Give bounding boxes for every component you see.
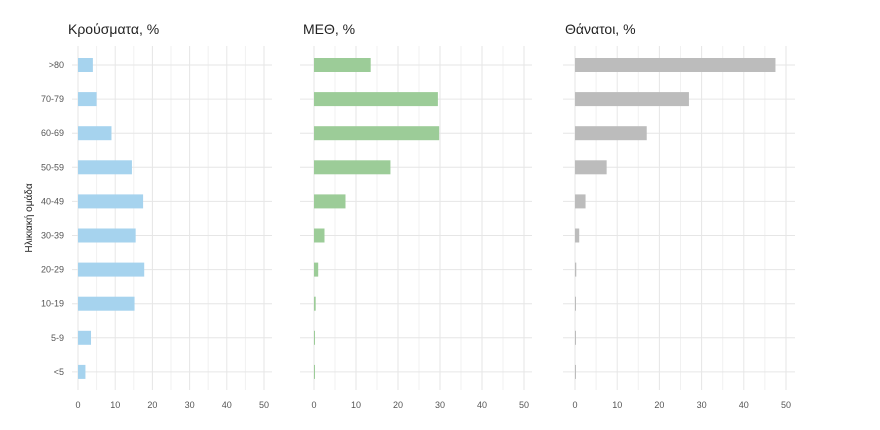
bar (314, 262, 319, 277)
bar (78, 58, 93, 72)
panel-icu: 0 10 20 30 40 50 ΜΕΘ, % (300, 21, 532, 410)
panel-title-deaths: Θάνατοι, % (565, 21, 636, 37)
bar (78, 330, 92, 345)
bar (78, 92, 97, 107)
bar (575, 92, 689, 107)
y-tick-label: 70-79 (41, 94, 64, 104)
bar (314, 364, 315, 379)
bar (314, 92, 438, 107)
panel-cases: 0 10 20 30 40 50 >80 70-79 60-69 50-59 40-49 30-39 2… (41, 21, 272, 410)
bar (78, 160, 132, 175)
x-tick-label: 10 (351, 400, 361, 410)
bar (575, 194, 586, 209)
y-tick-label: 5-9 (51, 333, 64, 343)
x-tick-label: 0 (572, 400, 577, 410)
x-tick-label: 10 (612, 400, 622, 410)
bar (314, 160, 391, 175)
y-tick-label: 40-49 (41, 196, 64, 206)
bar (78, 262, 145, 277)
bar (314, 296, 316, 311)
bar (78, 364, 86, 379)
x-tick-label: 40 (222, 400, 232, 410)
bar (575, 160, 607, 175)
bar (314, 194, 346, 209)
y-tick-label: >80 (49, 60, 64, 70)
bar (575, 58, 776, 72)
bar (314, 126, 440, 141)
y-axis-label-group: Ηλικιακή ομάδα (23, 183, 35, 252)
bar (78, 194, 144, 209)
y-tick-label: 60-69 (41, 128, 64, 138)
x-tick-label: 20 (654, 400, 664, 410)
y-tick-label: <5 (54, 367, 64, 377)
bar (314, 58, 371, 72)
x-tick-label: 20 (393, 400, 403, 410)
panel-title-cases: Κρούσματα, % (68, 21, 159, 37)
y-tick-label: 10-19 (41, 299, 64, 309)
x-tick-label: 50 (519, 400, 529, 410)
panel-deaths: 0 10 20 30 40 50 Θάνατοι, % (563, 21, 795, 410)
bar (314, 228, 325, 243)
bar (575, 262, 577, 277)
bar (314, 330, 315, 345)
bar (575, 126, 647, 141)
x-tick-label: 50 (259, 400, 269, 410)
bar (78, 228, 136, 243)
x-tick-label: 30 (435, 400, 445, 410)
bar (78, 126, 112, 141)
x-tick-label: 10 (110, 400, 120, 410)
y-tick-label: 30-39 (41, 231, 64, 241)
bar (78, 296, 135, 311)
x-tick-label: 40 (477, 400, 487, 410)
x-tick-label: 40 (739, 400, 749, 410)
y-tick-label: 50-59 (41, 162, 64, 172)
bar (575, 364, 576, 379)
y-tick-label: 20-29 (41, 265, 64, 275)
x-tick-label: 0 (311, 400, 316, 410)
y-axis-label: Ηλικιακή ομάδα (23, 183, 35, 252)
x-tick-label: 0 (75, 400, 80, 410)
bar (575, 228, 580, 243)
x-tick-label: 30 (697, 400, 707, 410)
x-tick-label: 30 (185, 400, 195, 410)
x-tick-label: 20 (147, 400, 157, 410)
bar (575, 296, 576, 311)
panel-title-icu: ΜΕΘ, % (303, 21, 355, 37)
x-tick-label: 50 (781, 400, 791, 410)
bar (575, 330, 576, 345)
